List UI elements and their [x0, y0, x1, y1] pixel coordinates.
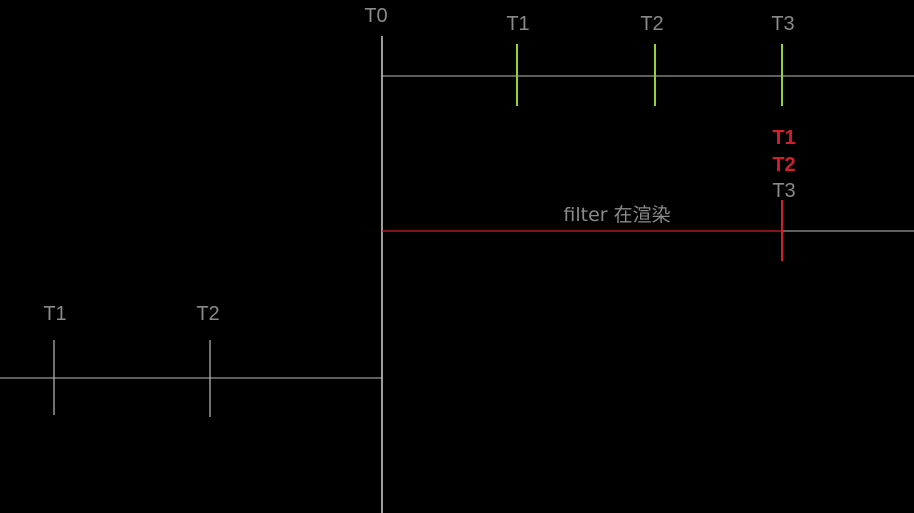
- mid-t1-label: T1: [772, 127, 795, 149]
- top-t2-label: T2: [640, 13, 663, 35]
- mid-t3-label: T3: [772, 180, 795, 202]
- left-t2-label: T2: [196, 303, 219, 325]
- top-t1-label: T1: [506, 13, 529, 35]
- top-t3-label: T3: [771, 13, 794, 35]
- mid-t2-label: T2: [772, 154, 795, 176]
- t0-label: T0: [364, 5, 387, 27]
- filter-caption: filter 在渲染: [563, 204, 670, 226]
- left-t1-label: T1: [43, 303, 66, 325]
